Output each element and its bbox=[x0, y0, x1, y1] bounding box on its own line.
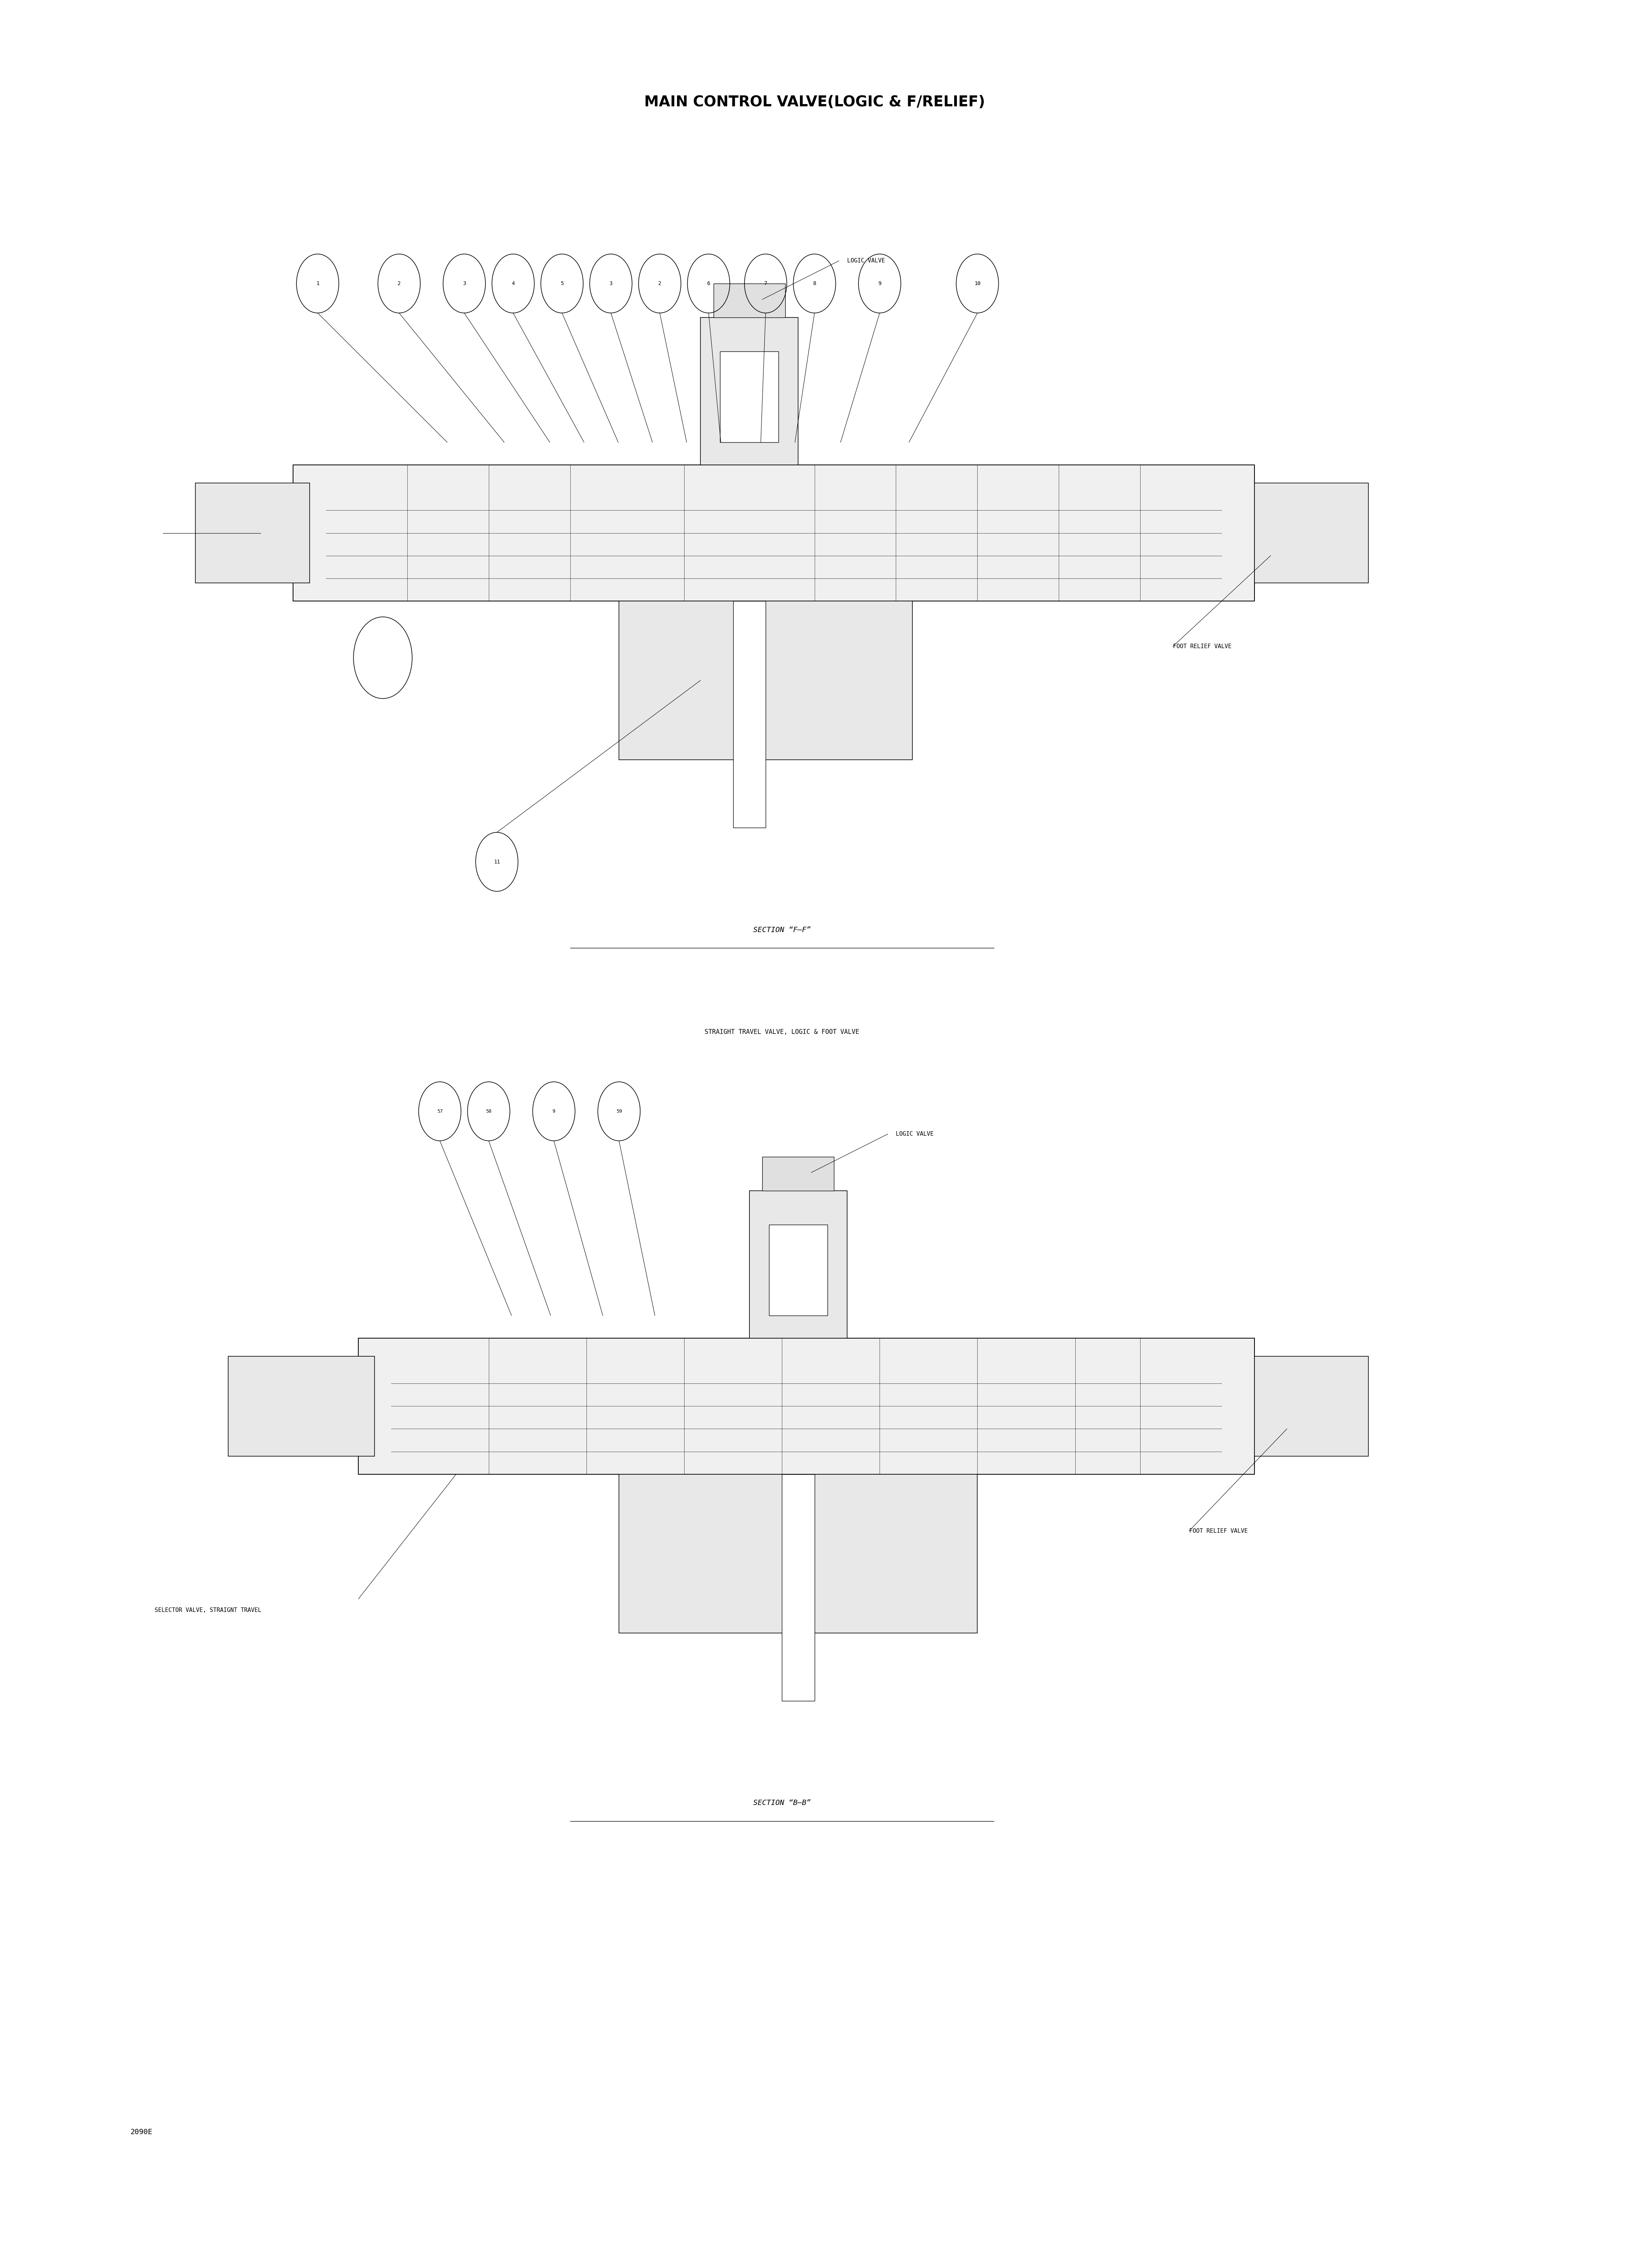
FancyBboxPatch shape bbox=[1254, 1356, 1368, 1456]
Text: 57: 57 bbox=[437, 1109, 443, 1114]
FancyBboxPatch shape bbox=[749, 1191, 847, 1338]
FancyBboxPatch shape bbox=[733, 601, 766, 828]
FancyBboxPatch shape bbox=[619, 1474, 977, 1633]
Text: LOGIC VALVE: LOGIC VALVE bbox=[896, 1132, 933, 1136]
Text: SECTION “B—B”: SECTION “B—B” bbox=[753, 1799, 811, 1808]
Text: 2090E: 2090E bbox=[130, 2127, 153, 2136]
Text: 6: 6 bbox=[707, 281, 710, 286]
Text: 10: 10 bbox=[974, 281, 981, 286]
Text: MAIN CONTROL VALVE(LOGIC & F/RELIEF): MAIN CONTROL VALVE(LOGIC & F/RELIEF) bbox=[643, 95, 986, 109]
Text: SELECTOR VALVE, STRAIGNT TRAVEL: SELECTOR VALVE, STRAIGNT TRAVEL bbox=[155, 1608, 261, 1613]
Text: 9: 9 bbox=[552, 1109, 555, 1114]
Text: 3: 3 bbox=[609, 281, 613, 286]
FancyBboxPatch shape bbox=[700, 318, 798, 465]
Text: 2: 2 bbox=[658, 281, 661, 286]
Text: 4: 4 bbox=[512, 281, 515, 286]
FancyBboxPatch shape bbox=[720, 352, 779, 442]
FancyBboxPatch shape bbox=[228, 1356, 375, 1456]
FancyBboxPatch shape bbox=[293, 465, 1254, 601]
Text: 3: 3 bbox=[463, 281, 466, 286]
Text: 8: 8 bbox=[813, 281, 816, 286]
Text: 59: 59 bbox=[616, 1109, 622, 1114]
Text: FOOT RELIEF VALVE: FOOT RELIEF VALVE bbox=[1173, 644, 1232, 649]
Text: 9: 9 bbox=[878, 281, 881, 286]
FancyBboxPatch shape bbox=[358, 1338, 1254, 1474]
Text: 1: 1 bbox=[316, 281, 319, 286]
Text: STRAIGHT TRAVEL VALVE, LOGIC & FOOT VALVE: STRAIGHT TRAVEL VALVE, LOGIC & FOOT VALV… bbox=[705, 1030, 858, 1034]
Text: LOGIC VALVE: LOGIC VALVE bbox=[847, 259, 885, 263]
FancyBboxPatch shape bbox=[1254, 483, 1368, 583]
FancyBboxPatch shape bbox=[619, 601, 912, 760]
Text: 2: 2 bbox=[397, 281, 401, 286]
FancyBboxPatch shape bbox=[769, 1225, 828, 1315]
Text: 7: 7 bbox=[764, 281, 767, 286]
Text: SECTION “F—F”: SECTION “F—F” bbox=[753, 925, 811, 934]
FancyBboxPatch shape bbox=[782, 1474, 814, 1701]
Text: 58: 58 bbox=[485, 1109, 492, 1114]
Text: FOOT RELIEF VALVE: FOOT RELIEF VALVE bbox=[1189, 1529, 1248, 1533]
Text: 11: 11 bbox=[494, 860, 500, 864]
FancyBboxPatch shape bbox=[714, 284, 785, 318]
FancyBboxPatch shape bbox=[195, 483, 310, 583]
Text: 5: 5 bbox=[560, 281, 564, 286]
FancyBboxPatch shape bbox=[762, 1157, 834, 1191]
